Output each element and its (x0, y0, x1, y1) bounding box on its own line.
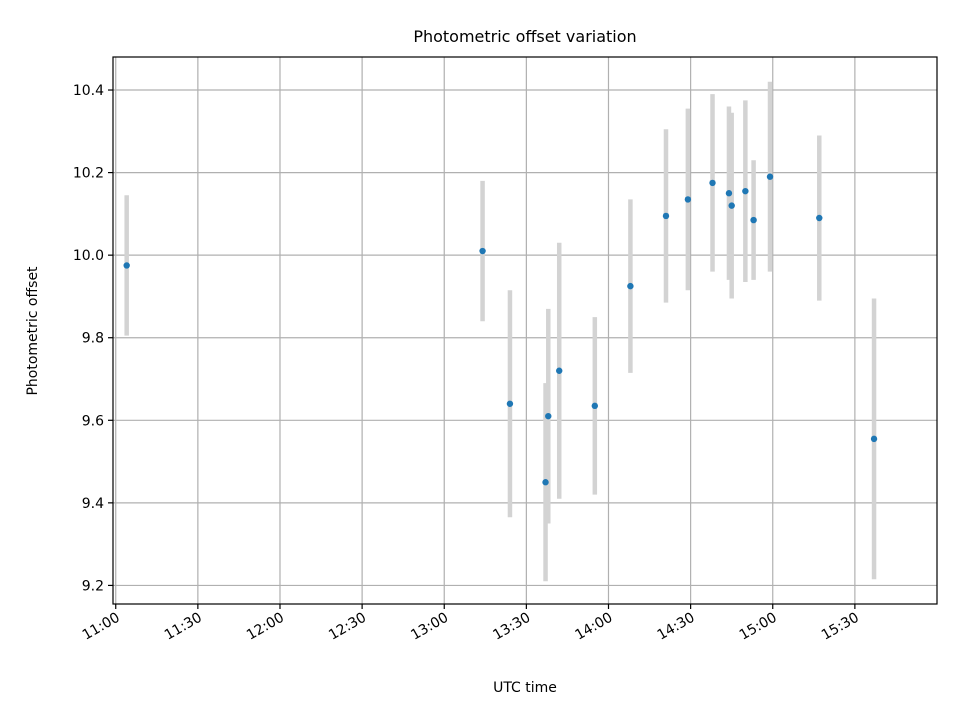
error-bars (124, 81, 877, 582)
data-point (506, 400, 514, 407)
data-point (545, 412, 552, 420)
data-point (816, 214, 823, 222)
y-tick-label: 9.2 (82, 578, 104, 594)
plot-frame (112, 56, 938, 605)
data-point (766, 173, 774, 180)
x-tick-label: 12:00 (244, 610, 287, 644)
data-point (750, 216, 757, 224)
data-point (556, 367, 563, 374)
x-axis-ticks: 11:00 11:30 12:00 12:30 13:00 13:30 14:00 14:30… (80, 604, 862, 644)
chart-title: Photometric offset variation (413, 27, 636, 46)
y-tick-label: 10.0 (73, 248, 104, 264)
grid (113, 57, 937, 604)
x-tick-label: 15:30 (819, 610, 862, 644)
x-tick-label: 11:30 (162, 610, 205, 644)
x-tick-label: 11:00 (80, 610, 123, 644)
x-tick-label: 12:30 (326, 610, 369, 644)
y-axis-label: Photometric offset (25, 266, 41, 396)
y-axis-ticks: 9.2 9.4 9.6 9.8 10.0 10.2 10.4 (73, 83, 113, 594)
y-tick-label: 9.6 (82, 413, 104, 429)
data-point (728, 202, 735, 209)
x-tick-label: 14:00 (573, 610, 616, 644)
data-point (123, 262, 130, 269)
data-point (709, 179, 716, 187)
x-tick-label: 14:30 (655, 610, 698, 644)
data-point (627, 282, 634, 290)
x-tick-label: 13:00 (408, 610, 451, 644)
data-point (591, 402, 599, 410)
data-point (742, 187, 749, 195)
data-points (123, 173, 878, 486)
x-tick-label: 15:00 (737, 610, 780, 644)
data-point (725, 190, 733, 197)
x-axis-label: UTC time (493, 680, 557, 696)
x-tick-label: 13:30 (490, 610, 533, 644)
data-point (479, 247, 486, 255)
data-point (870, 435, 878, 443)
data-point (542, 479, 549, 486)
y-tick-label: 9.4 (82, 496, 104, 512)
data-point (684, 196, 692, 203)
data-point (662, 212, 670, 220)
y-tick-label: 10.4 (73, 83, 104, 99)
y-tick-label: 10.2 (73, 166, 104, 182)
y-tick-label: 9.8 (82, 331, 104, 347)
